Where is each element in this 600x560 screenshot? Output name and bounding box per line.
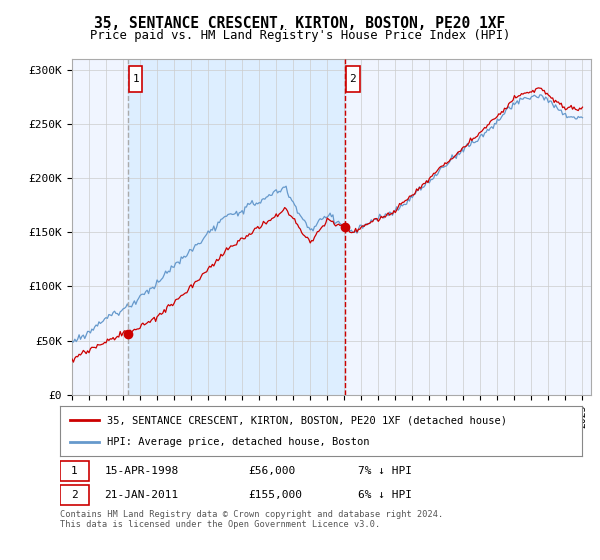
Text: Price paid vs. HM Land Registry's House Price Index (HPI): Price paid vs. HM Land Registry's House … [90,29,510,42]
Text: 2: 2 [71,490,78,500]
FancyBboxPatch shape [129,66,142,92]
FancyBboxPatch shape [60,461,89,480]
Text: 15-APR-1998: 15-APR-1998 [104,466,179,476]
FancyBboxPatch shape [346,66,359,92]
Text: 35, SENTANCE CRESCENT, KIRTON, BOSTON, PE20 1XF (detached house): 35, SENTANCE CRESCENT, KIRTON, BOSTON, P… [107,415,507,425]
Text: 6% ↓ HPI: 6% ↓ HPI [358,490,412,500]
Text: 1: 1 [132,74,139,84]
Text: 35, SENTANCE CRESCENT, KIRTON, BOSTON, PE20 1XF: 35, SENTANCE CRESCENT, KIRTON, BOSTON, P… [94,16,506,31]
Text: 2: 2 [349,74,356,84]
Text: 21-JAN-2011: 21-JAN-2011 [104,490,179,500]
Text: £56,000: £56,000 [248,466,295,476]
Text: Contains HM Land Registry data © Crown copyright and database right 2024.
This d: Contains HM Land Registry data © Crown c… [60,510,443,529]
Text: £155,000: £155,000 [248,490,302,500]
Bar [128,59,345,395]
Text: 7% ↓ HPI: 7% ↓ HPI [358,466,412,476]
Text: 1: 1 [71,466,78,476]
Text: HPI: Average price, detached house, Boston: HPI: Average price, detached house, Bost… [107,437,370,447]
FancyBboxPatch shape [60,486,89,505]
